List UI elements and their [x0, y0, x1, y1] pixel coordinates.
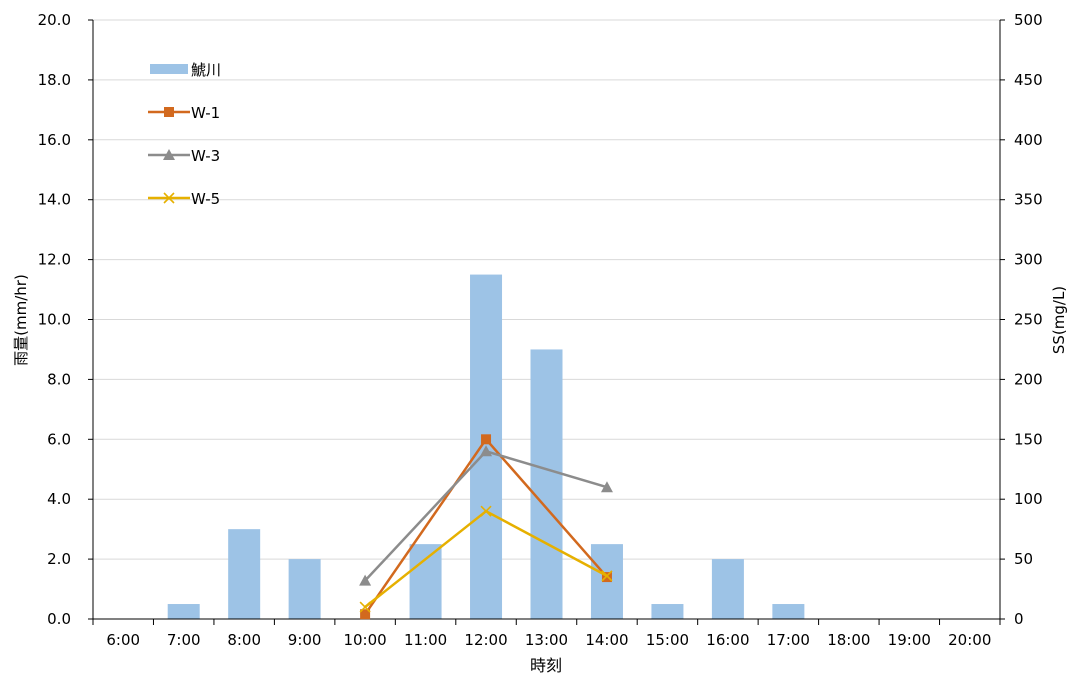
y2-tick-label: 350 [1014, 191, 1043, 209]
y-tick-label: 18.0 [38, 71, 71, 89]
x-tick-label: 18:00 [827, 631, 870, 649]
y-tick-label: 10.0 [38, 311, 71, 329]
axes [88, 19, 1005, 625]
marker-square [164, 107, 174, 117]
y2-tick-label: 50 [1014, 550, 1033, 568]
x-tick-label: 7:00 [167, 631, 201, 649]
legend-label: 鯱川 [191, 61, 221, 79]
bar [711, 559, 744, 619]
x-tick-label: 14:00 [585, 631, 628, 649]
marker-x [480, 505, 492, 517]
y2-tick-label: 150 [1014, 430, 1043, 448]
y2-tick-label: 0 [1014, 610, 1024, 628]
y-tick-label: 20.0 [38, 11, 71, 29]
y2-tick-label: 450 [1014, 71, 1043, 89]
bar [651, 604, 684, 619]
y2-tick-label: 300 [1014, 251, 1043, 269]
y-tick-label: 2.0 [47, 550, 71, 568]
y-tick-label: 4.0 [47, 490, 71, 508]
x-tick-label: 11:00 [404, 631, 447, 649]
legend: 鯱川 W-1 W-3 W-5 [148, 61, 221, 208]
marker-square [601, 572, 612, 583]
y-tick-label: 6.0 [47, 430, 71, 448]
legend-swatch [150, 64, 188, 74]
legend-label: W-5 [191, 190, 220, 208]
y2-tick-label: 500 [1014, 11, 1043, 29]
bar [772, 604, 805, 619]
bar [409, 544, 442, 619]
legend-label: W-3 [191, 147, 220, 165]
tick-labels: 0.0 2.0 4.0 6.0 8.0 10.0 12.0 14.0 16.0 18.0 20.0 0… [38, 11, 1043, 649]
x-tick-label: 17:00 [767, 631, 810, 649]
legend-label: W-1 [191, 104, 220, 122]
gridlines [93, 19, 1000, 560]
line-series [359, 434, 613, 620]
y2-axis-label: SS(mg/L) [1050, 286, 1068, 354]
x-tick-label: 16:00 [706, 631, 749, 649]
x-tick-label: 12:00 [464, 631, 507, 649]
bar [228, 529, 261, 619]
y-tick-label: 0.0 [47, 610, 71, 628]
x-tick-label: 13:00 [525, 631, 568, 649]
marker-triangle [163, 149, 175, 160]
x-tick-label: 10:00 [343, 631, 386, 649]
y-tick-label: 14.0 [38, 191, 71, 209]
bar [167, 604, 200, 619]
bar-series [167, 274, 805, 619]
y-tick-label: 16.0 [38, 131, 71, 149]
marker-triangle [359, 574, 372, 586]
x-tick-label: 15:00 [646, 631, 689, 649]
y-tick-label: 8.0 [47, 370, 71, 388]
x-axis-label: 時刻 [530, 656, 562, 675]
y2-tick-label: 100 [1014, 490, 1043, 508]
y2-tick-label: 400 [1014, 131, 1043, 149]
marker-x [163, 192, 175, 204]
x-tick-label: 6:00 [106, 631, 140, 649]
marker-square [481, 434, 492, 445]
y2-tick-label: 250 [1014, 311, 1043, 329]
marker-x [359, 601, 371, 613]
x-tick-label: 8:00 [227, 631, 261, 649]
x-tick-label: 19:00 [888, 631, 931, 649]
x-tick-label: 20:00 [948, 631, 991, 649]
marker-square [360, 609, 371, 620]
x-tick-label: 9:00 [288, 631, 322, 649]
y-tick-label: 12.0 [38, 251, 71, 269]
marker-x [601, 570, 613, 582]
y2-tick-label: 200 [1014, 370, 1043, 388]
y-axis-label: 雨量(mm/hr) [12, 274, 30, 366]
marker-triangle [480, 445, 493, 457]
bar [530, 349, 563, 619]
bar [288, 559, 321, 619]
marker-triangle [600, 481, 613, 493]
